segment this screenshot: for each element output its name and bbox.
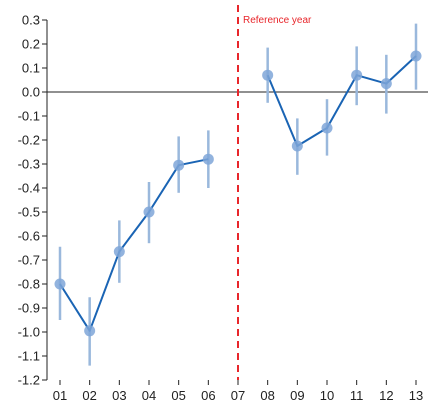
y-tick-label: -0.9 xyxy=(18,301,40,316)
plot-area: Reference year xyxy=(47,5,428,380)
data-point xyxy=(143,206,155,218)
x-tick-label: 02 xyxy=(82,388,96,403)
x-axis: 01 02 03 04 05 06 07 08 09 10 11 12 13 xyxy=(53,380,423,403)
y-tick-label: 0.1 xyxy=(22,61,40,76)
data-point xyxy=(202,153,214,165)
y-tick-label: -1.0 xyxy=(18,325,40,340)
y-tick-label: -1.2 xyxy=(18,373,40,388)
y-tick-label: -0.6 xyxy=(18,229,40,244)
y-tick-label: 0.2 xyxy=(22,37,40,52)
x-tick-label: 07 xyxy=(231,388,245,403)
x-tick-label: 13 xyxy=(409,388,423,403)
y-tick-label: -0.7 xyxy=(18,253,40,268)
data-point xyxy=(380,78,392,90)
y-tick-label: 0.3 xyxy=(22,13,40,28)
data-point xyxy=(84,325,96,337)
y-tick-label: -0.5 xyxy=(18,205,40,220)
data-point xyxy=(321,122,333,134)
data-point xyxy=(351,69,363,81)
data-point xyxy=(410,50,422,62)
y-tick-label: -0.1 xyxy=(18,109,40,124)
x-tick-label: 01 xyxy=(53,388,67,403)
series-line xyxy=(59,158,209,332)
y-tick-label: -0.3 xyxy=(18,157,40,172)
x-tick-label: 10 xyxy=(320,388,334,403)
x-tick-label: 09 xyxy=(290,388,304,403)
x-tick-label: 08 xyxy=(260,388,274,403)
data-point xyxy=(291,140,303,152)
x-tick-label: 04 xyxy=(142,388,156,403)
y-tick-label: 0.0 xyxy=(22,85,40,100)
x-tick-label: 11 xyxy=(350,388,364,403)
x-tick-label: 12 xyxy=(379,388,393,403)
x-tick-label: 06 xyxy=(201,388,215,403)
data-point xyxy=(262,69,274,81)
x-tick-label: 05 xyxy=(171,388,185,403)
y-tick-label: -0.8 xyxy=(18,277,40,292)
reference-label: Reference year xyxy=(243,15,312,26)
data-point xyxy=(173,159,185,171)
y-tick-label: -1.1 xyxy=(18,349,40,364)
data-point xyxy=(54,278,66,290)
series-line xyxy=(266,55,417,147)
data-point xyxy=(113,246,125,258)
x-tick-label: 03 xyxy=(112,388,126,403)
y-tick-label: -0.2 xyxy=(18,133,40,148)
y-tick-label: -0.4 xyxy=(18,181,40,196)
y-axis: 0.3 0.2 0.1 0.0 -0.1 -0.2 -0.3 -0.4 -0.5 -0.6 -0.7… xyxy=(18,13,48,388)
